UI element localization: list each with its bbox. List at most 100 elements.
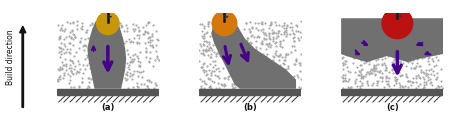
Point [390, 68, 397, 70]
Point [281, 33, 288, 35]
Point [402, 73, 410, 75]
Point [275, 54, 283, 57]
Point [211, 60, 219, 62]
Point [197, 85, 204, 87]
Point [345, 70, 352, 72]
Point [55, 68, 62, 70]
Point [385, 71, 393, 73]
Point [371, 70, 378, 72]
Point [129, 28, 137, 30]
Point [412, 77, 419, 79]
Point [393, 67, 401, 69]
Point [65, 67, 73, 69]
Point [291, 45, 298, 47]
Point [274, 30, 282, 32]
Point [202, 50, 210, 52]
Point [62, 36, 69, 38]
Point [214, 74, 222, 77]
Point [355, 70, 362, 72]
Point [428, 58, 436, 60]
Point [127, 40, 134, 42]
Point [136, 65, 144, 67]
Point [356, 74, 363, 76]
Point [153, 83, 160, 86]
Point [390, 59, 398, 61]
Point [149, 33, 156, 35]
Point [432, 78, 440, 80]
Point [437, 80, 445, 82]
Point [419, 71, 427, 73]
Point [206, 78, 214, 80]
Point [76, 68, 83, 70]
Point [412, 87, 419, 89]
Point [198, 45, 205, 47]
Point [382, 67, 389, 69]
Point [199, 49, 207, 51]
Point [276, 40, 283, 42]
Point [202, 73, 210, 76]
Point [390, 62, 398, 64]
Point [396, 84, 403, 86]
Point [203, 41, 211, 43]
Point [382, 64, 389, 66]
Point [418, 57, 425, 59]
Point [149, 45, 156, 47]
Point [204, 49, 211, 51]
Point [257, 29, 265, 31]
Point [246, 30, 254, 32]
Point [278, 25, 285, 27]
Point [203, 65, 211, 67]
Point [117, 22, 124, 24]
Point [83, 86, 91, 89]
Point [155, 59, 163, 61]
Point [74, 60, 82, 62]
Point [200, 69, 207, 71]
Point [272, 37, 280, 39]
Point [212, 87, 220, 89]
Point [129, 41, 137, 43]
Point [65, 42, 73, 44]
Point [411, 67, 419, 69]
Point [390, 58, 398, 60]
Point [199, 66, 206, 68]
Point [260, 37, 267, 39]
Bar [199, 89, 301, 95]
Point [296, 64, 304, 66]
Point [123, 74, 130, 76]
Point [205, 78, 213, 80]
Point [283, 25, 291, 27]
Point [151, 59, 158, 61]
Point [426, 78, 434, 80]
Point [82, 45, 90, 47]
Point [208, 47, 215, 49]
Point [240, 28, 248, 30]
Point [395, 67, 403, 69]
Point [398, 85, 406, 87]
Point [151, 82, 159, 84]
Point [271, 52, 278, 54]
Point [339, 77, 347, 79]
Point [374, 58, 382, 60]
Point [283, 24, 291, 26]
Point [266, 23, 273, 26]
Point [266, 46, 274, 48]
Point [290, 62, 297, 65]
Point [278, 56, 286, 58]
Point [73, 70, 81, 72]
Point [363, 80, 371, 82]
Point [357, 77, 365, 79]
Point [295, 39, 303, 41]
Point [58, 24, 66, 26]
Point [406, 60, 413, 62]
Point [216, 70, 223, 72]
Point [254, 29, 262, 31]
Point [357, 64, 365, 66]
Point [207, 73, 215, 76]
Point [129, 73, 137, 75]
Point [60, 52, 67, 54]
Point [420, 72, 428, 74]
Point [422, 69, 430, 71]
Point [66, 48, 73, 50]
Point [206, 47, 213, 49]
Point [130, 37, 138, 39]
